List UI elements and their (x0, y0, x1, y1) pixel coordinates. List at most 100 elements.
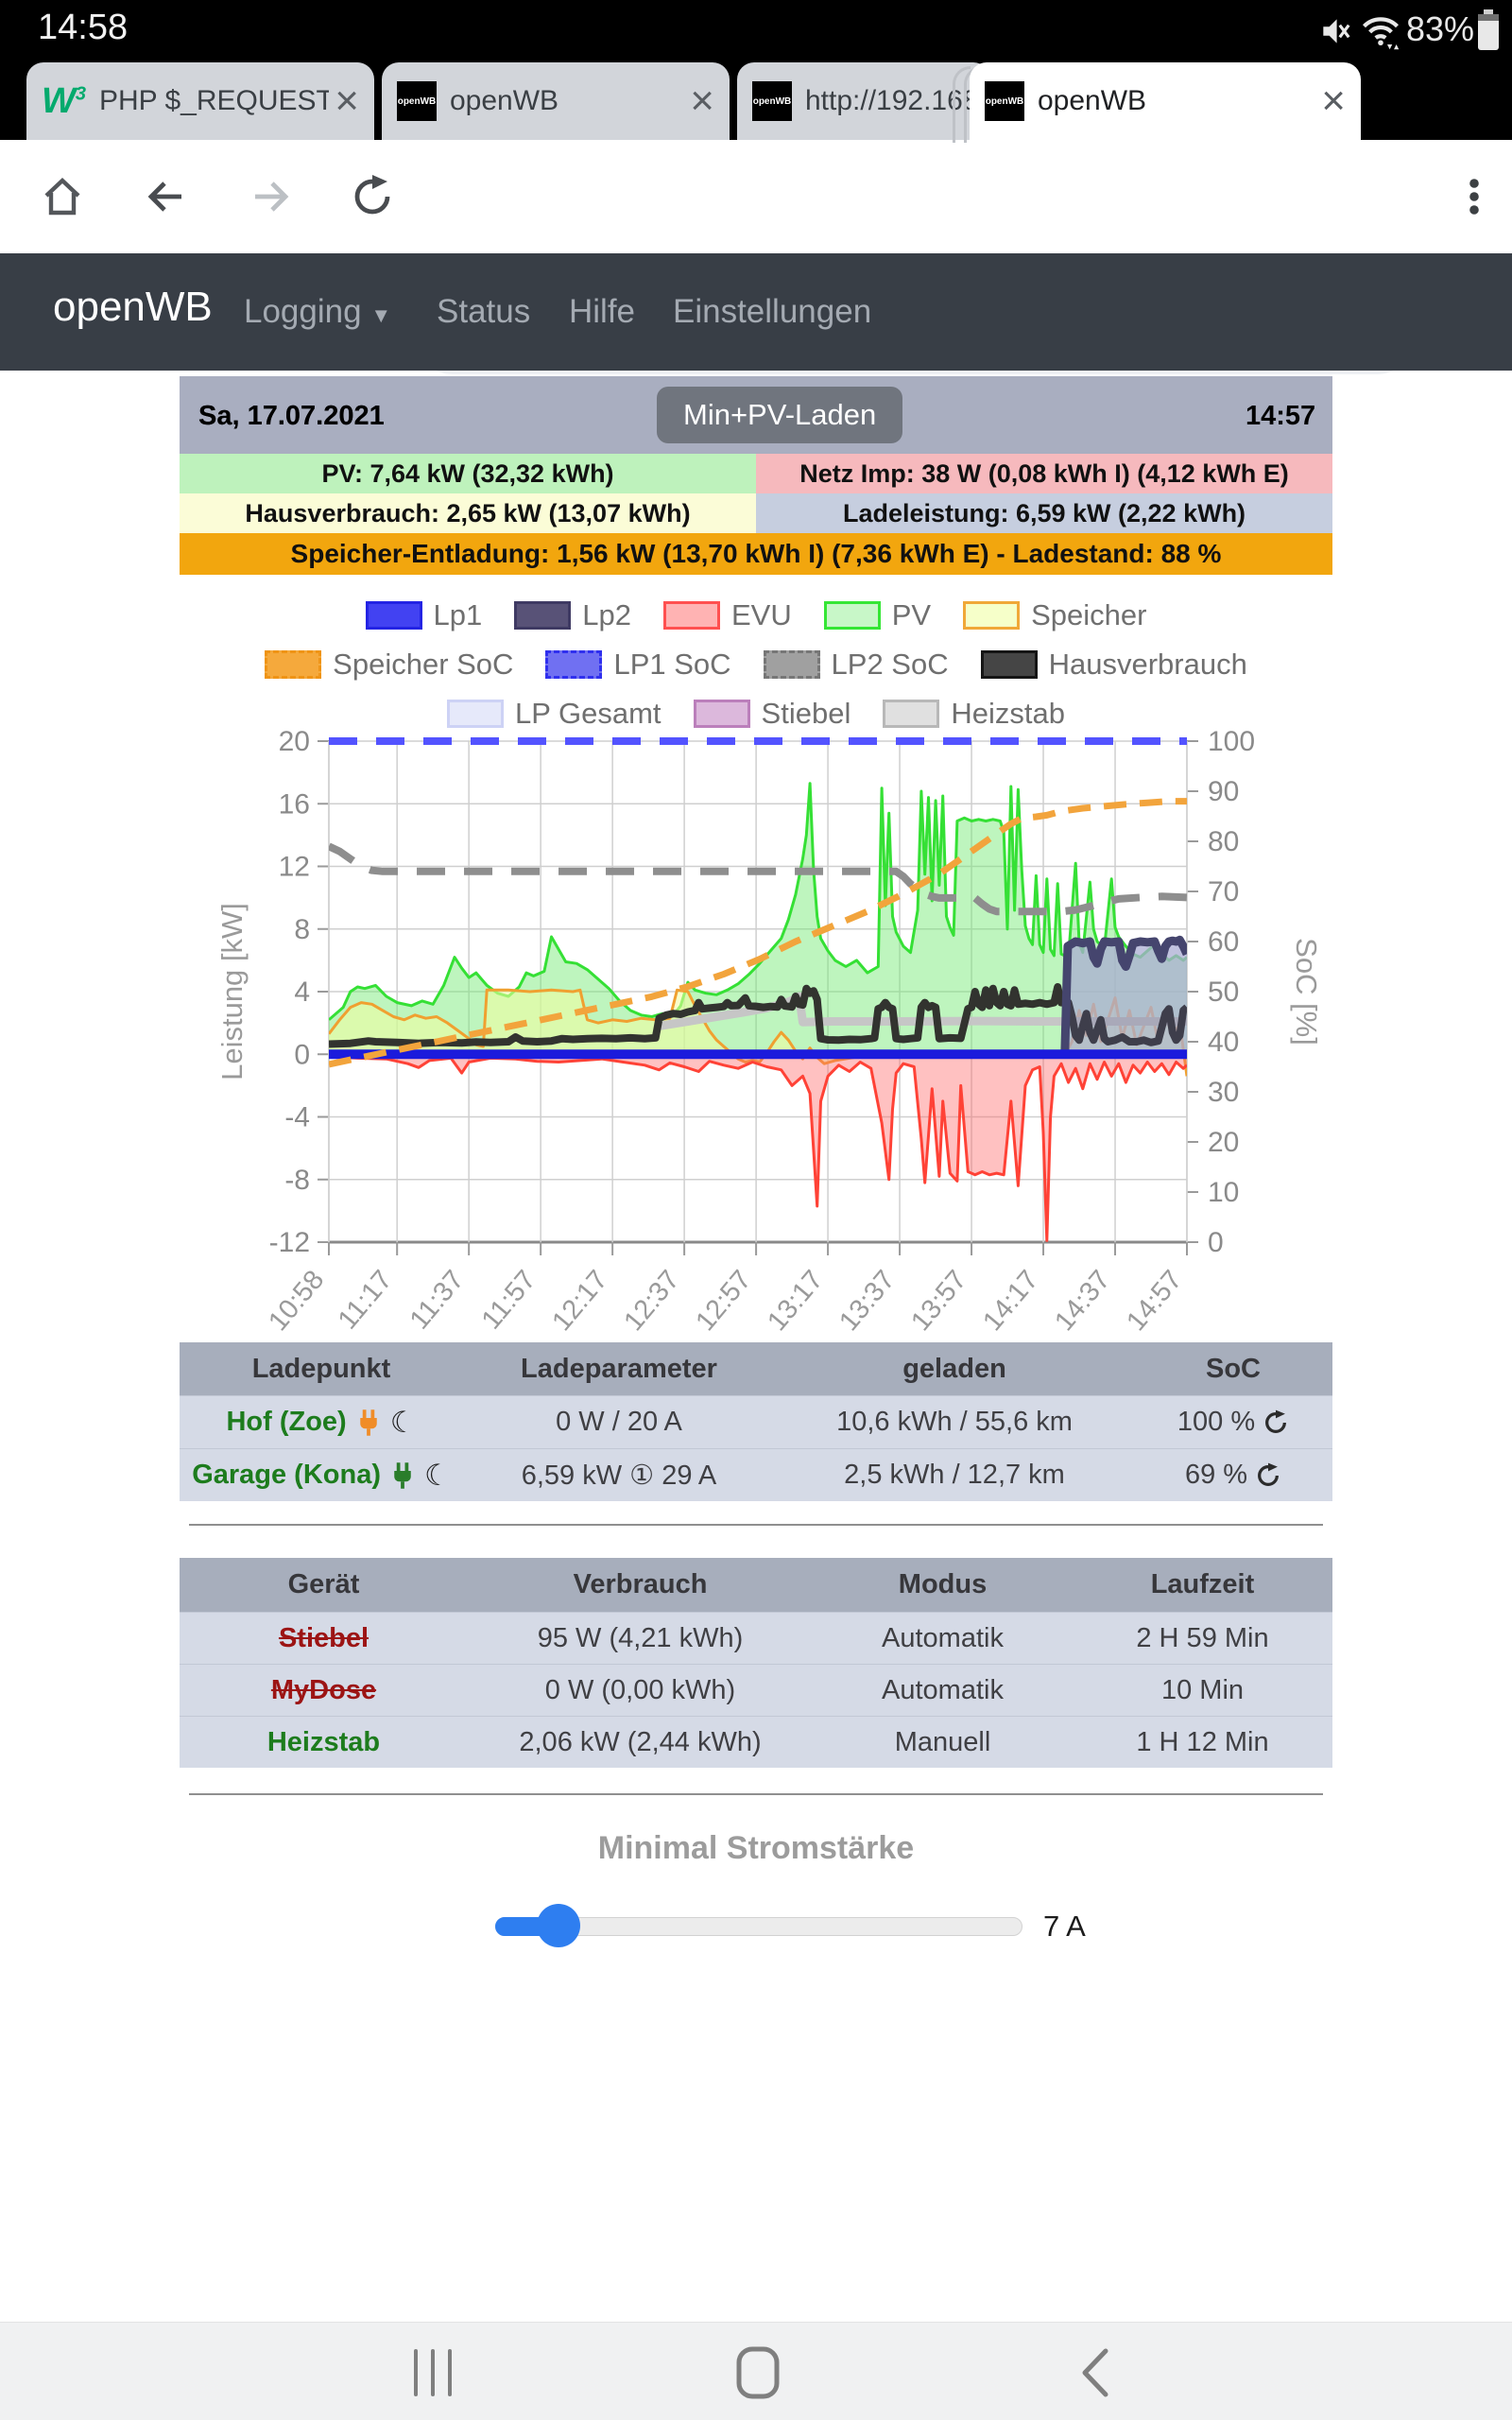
android-status-bar: 14:58 83% (0, 0, 1512, 59)
tab-title: http://192.168 (805, 85, 975, 116)
device-name-cell: MyDose (180, 1665, 468, 1716)
app-brand[interactable]: openWB (53, 284, 213, 330)
nav-item-logging[interactable]: Logging ▼ (244, 293, 391, 331)
legend-label: LP2 SoC (831, 648, 949, 681)
openwb-favicon: openWB (752, 81, 792, 121)
chargepoint-name[interactable]: Garage (Kona) (192, 1460, 382, 1490)
legend-item[interactable]: Lp1 (365, 598, 483, 632)
chart-legend-row: LP Gesamt Stiebel Heizstab (180, 692, 1332, 735)
svg-text:14:37: 14:37 (1049, 1265, 1116, 1337)
browser-toolbar: 192.168.1.240/openWB/web/index.php (0, 140, 1512, 374)
home-button[interactable] (40, 174, 85, 219)
device-name[interactable]: MyDose (270, 1674, 377, 1705)
openwb-favicon: openWB (397, 81, 437, 121)
runtime-cell: 2 H 59 Min (1136, 1622, 1269, 1653)
legend-item[interactable]: EVU (663, 598, 792, 632)
chart-legend-row: Lp1 Lp2 EVU PV Speicher (180, 594, 1332, 637)
app-navbar: openWB Logging ▼ Status Hilfe Einstellun… (0, 253, 1512, 371)
legend-item[interactable]: PV (823, 598, 932, 632)
charge-mode-button[interactable]: Min+PV-Laden (657, 387, 903, 443)
browser-tab[interactable]: W3 PHP $_REQUEST × (26, 62, 374, 140)
charge-power-summary: Ladeleistung: 6,59 kW (2,22 kWh) (756, 493, 1332, 533)
browser-tab[interactable]: openWB openWB × (382, 62, 730, 140)
device-name[interactable]: Heizstab (266, 1726, 381, 1757)
table-row: MyDose 0 W (0,00 kWh) Automatik 10 Min (180, 1664, 1332, 1716)
svg-text:11:37: 11:37 (404, 1265, 471, 1336)
svg-text:100: 100 (1208, 730, 1255, 757)
column-header: Ladeparameter (521, 1353, 717, 1384)
device-name-cell: Heizstab (180, 1717, 468, 1768)
back-nav-button[interactable] (1077, 2347, 1111, 2398)
svg-text:13:37: 13:37 (833, 1265, 901, 1337)
legend-label: LP Gesamt (515, 697, 662, 730)
svg-text:70: 70 (1208, 876, 1239, 908)
soc-refresh-icon[interactable] (1263, 1409, 1289, 1436)
svg-text:60: 60 (1208, 926, 1239, 958)
min-current-value: 7 A (1043, 1910, 1086, 1943)
legend-item[interactable]: Hausverbrauch (980, 648, 1247, 682)
column-header: Gerät (287, 1569, 360, 1599)
chart-time-label: 14:57 (1246, 401, 1316, 431)
legend-item[interactable]: LP1 SoC (545, 648, 731, 682)
browser-tab[interactable]: openWB openWB × (970, 62, 1361, 140)
svg-text:8: 8 (294, 914, 310, 945)
home-nav-button[interactable] (735, 2345, 781, 2400)
svg-text:12: 12 (279, 852, 310, 883)
nav-item-einstellungen[interactable]: Einstellungen (673, 293, 872, 330)
legend-item[interactable]: LP2 SoC (763, 648, 949, 682)
charged-amount-cell: 2,5 kWh / 12,7 km (844, 1460, 1065, 1490)
consumption-cell: 2,06 kW (2,44 kWh) (519, 1726, 762, 1757)
svg-text:Leistung [kW]: Leistung [kW] (215, 903, 249, 1080)
reload-button[interactable] (350, 174, 395, 219)
menu-kebab-icon[interactable] (1452, 174, 1497, 219)
close-tab-icon[interactable]: × (335, 78, 359, 124)
plug-icon (394, 1461, 411, 1489)
nav-item-hilfe[interactable]: Hilfe (569, 293, 636, 330)
column-header: Laufzeit (1150, 1569, 1255, 1599)
legend-swatch (963, 601, 1021, 630)
legend-item[interactable]: Speicher (963, 598, 1146, 632)
tab-stack-decoration (953, 66, 971, 143)
charge-parameter-cell: 6,59 kW ① 29 A (521, 1461, 717, 1491)
soc-refresh-icon[interactable] (1255, 1462, 1281, 1489)
svg-text:0: 0 (1208, 1227, 1224, 1258)
device-name[interactable]: Stiebel (278, 1622, 369, 1653)
legend-swatch (763, 650, 820, 679)
close-tab-icon[interactable]: × (690, 78, 714, 124)
svg-text:90: 90 (1208, 776, 1239, 807)
legend-item[interactable]: Speicher SoC (265, 648, 513, 682)
legend-item[interactable]: Stiebel (693, 697, 850, 731)
wifi-icon (1363, 17, 1400, 50)
chart-legend-row: Speicher SoC LP1 SoC LP2 SoC Hausverbrauch (180, 643, 1332, 686)
legend-swatch (693, 700, 750, 728)
back-button[interactable] (144, 174, 189, 219)
legend-label: Lp1 (433, 598, 483, 631)
openwb-favicon: openWB (985, 81, 1024, 121)
recents-button[interactable] (412, 2347, 454, 2398)
legend-item[interactable]: LP Gesamt (447, 697, 662, 731)
tab-title: openWB (450, 85, 559, 116)
column-header: geladen (902, 1353, 1006, 1384)
charged-amount-cell: 10,6 kWh / 55,6 km (836, 1407, 1073, 1437)
min-current-slider-thumb[interactable] (537, 1904, 580, 1947)
power-chart: 20 16 12 8 4 0 -4 -8 -12 100 90 80 70 60 50 40 30 20 10 0 10… (180, 726, 1332, 1358)
legend-item[interactable]: Heizstab (883, 697, 1065, 731)
svg-text:11:57: 11:57 (476, 1265, 542, 1336)
chargepoint-name[interactable]: Hof (Zoe) (226, 1407, 347, 1437)
forward-button[interactable] (248, 174, 293, 219)
svg-text:12:37: 12:37 (618, 1265, 685, 1337)
svg-text:SoC [%]: SoC [%] (1290, 938, 1323, 1046)
legend-item[interactable]: Lp2 (514, 598, 631, 632)
browser-tab[interactable]: openWB http://192.168 (737, 62, 990, 140)
house-consumption-summary: Hausverbrauch: 2,65 kW (13,07 kWh) (180, 493, 756, 533)
svg-text:10:58: 10:58 (263, 1265, 330, 1337)
legend-swatch (365, 601, 422, 630)
nav-item-status[interactable]: Status (437, 293, 531, 330)
svg-text:-4: -4 (284, 1102, 310, 1133)
legend-label: Hausverbrauch (1048, 648, 1247, 681)
close-tab-icon[interactable]: × (1321, 78, 1346, 124)
legend-label: PV (891, 598, 932, 631)
device-table: Gerät Verbrauch Modus Laufzeit Stiebel 95 W (… (180, 1558, 1332, 1768)
svg-text:13:17: 13:17 (762, 1265, 829, 1337)
